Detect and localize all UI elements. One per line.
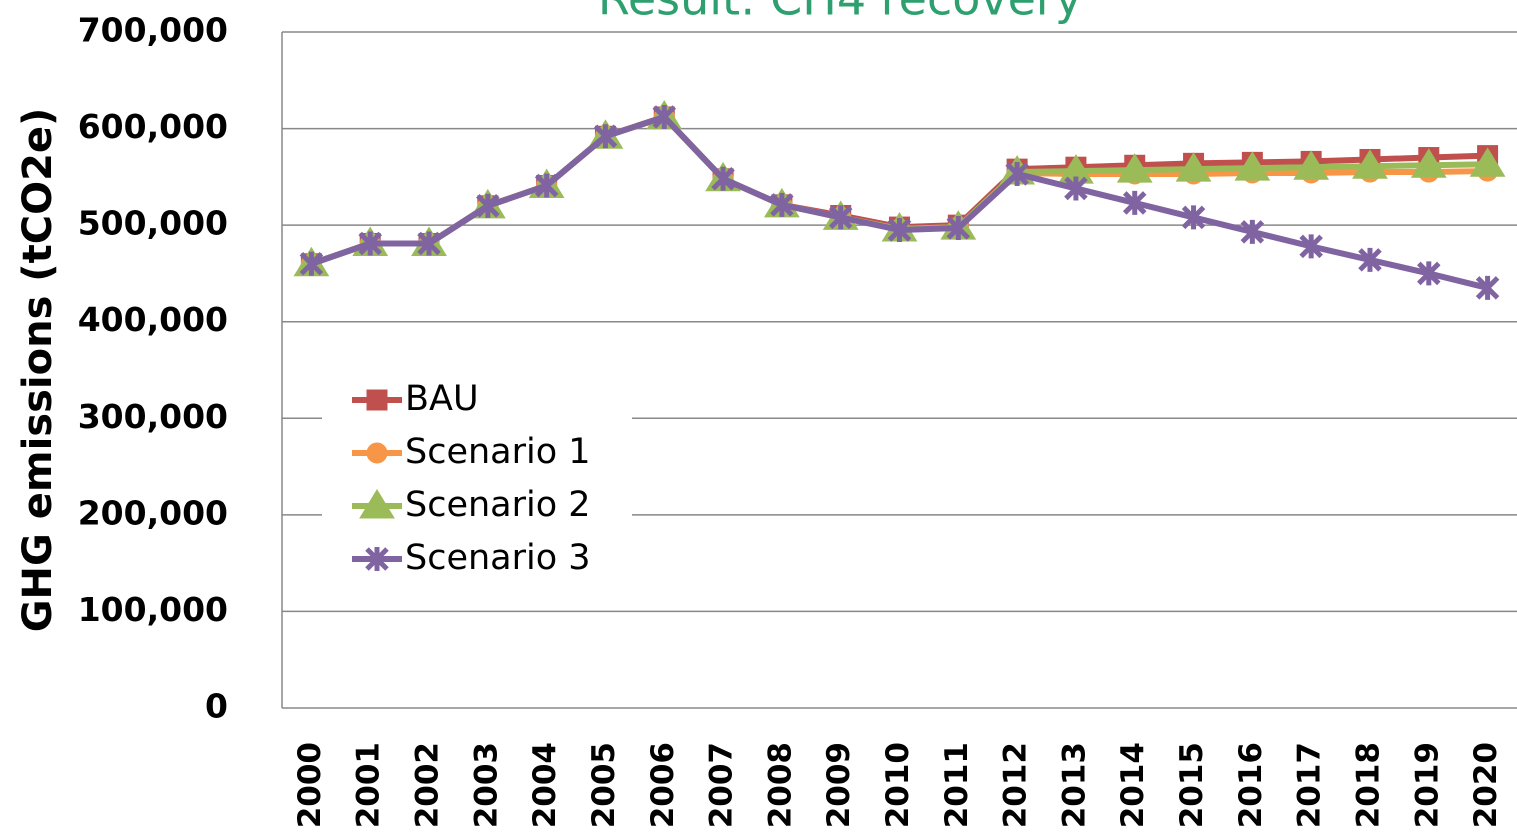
x-tick-label: 2015: [1174, 742, 1210, 828]
y-axis-label: GHG emissions (tCO2e): [15, 108, 61, 633]
x-tick-label: 2016: [1233, 742, 1269, 828]
x-tick-label: 2009: [821, 742, 857, 828]
marker: [1064, 176, 1088, 201]
marker: [711, 166, 735, 191]
marker: [366, 442, 388, 464]
marker: [1469, 147, 1506, 177]
legend-label: Scenario 3: [405, 538, 591, 578]
marker: [887, 217, 912, 242]
x-tick-label: 2003: [468, 742, 504, 828]
y-tick-label: 400,000: [78, 300, 228, 339]
x-tick-label: 2014: [1115, 742, 1151, 828]
legend-label: Scenario 1: [405, 432, 591, 472]
x-tick-label: 2008: [762, 742, 798, 828]
marker: [828, 205, 853, 230]
marker: [1116, 153, 1153, 183]
x-tick-label: 2000: [292, 742, 328, 828]
y-tick-label: 200,000: [78, 493, 228, 532]
x-tick-label: 2019: [1409, 742, 1445, 828]
y-tick-label: 600,000: [78, 107, 228, 146]
x-tick-label: 2007: [704, 742, 740, 828]
x-tick-label: 2001: [351, 742, 387, 828]
x-tick-label: 2002: [410, 742, 446, 828]
x-tick-label: 2017: [1292, 742, 1328, 828]
legend-label: BAU: [405, 379, 479, 419]
x-tick-label: 2013: [1056, 742, 1092, 828]
marker: [770, 192, 794, 217]
marker: [1410, 148, 1447, 178]
x-tick-label: 2010: [880, 742, 916, 828]
x-tick-label: 2006: [645, 742, 681, 828]
chart-title: Result: CH4 recovery: [598, 0, 1082, 26]
marker: [1352, 149, 1388, 179]
marker: [359, 489, 395, 519]
marker: [1475, 275, 1500, 300]
marker: [1181, 205, 1206, 230]
x-tick-label: 2005: [586, 742, 622, 828]
marker: [1122, 190, 1147, 215]
x-tick-label: 2004: [527, 742, 563, 828]
x-tick-label: 2012: [998, 742, 1034, 828]
y-tick-label: 300,000: [78, 397, 228, 436]
y-tick-label: 700,000: [78, 11, 228, 50]
x-tick-label: 2020: [1468, 742, 1504, 828]
legend-label: Scenario 2: [405, 485, 591, 525]
marker: [1358, 247, 1382, 272]
y-tick-label: 100,000: [78, 590, 228, 629]
marker: [946, 216, 971, 241]
marker: [652, 104, 677, 129]
y-tick-label: 500,000: [78, 204, 228, 243]
x-tick-label: 2018: [1350, 742, 1386, 828]
marker: [299, 251, 324, 276]
marker: [366, 389, 388, 411]
marker: [417, 231, 441, 256]
marker: [1299, 234, 1323, 259]
legend: BAU Scenario 1 Scenario 2 Scenario 3: [322, 372, 632, 582]
marker: [1234, 151, 1271, 181]
marker: [358, 231, 382, 256]
marker: [1240, 219, 1265, 244]
x-tick-label: 2011: [939, 742, 975, 828]
marker: [476, 193, 500, 218]
marker: [1417, 261, 1441, 286]
marker: [534, 173, 559, 198]
marker: [1293, 150, 1330, 180]
marker: [593, 124, 618, 149]
marker: [1175, 152, 1212, 182]
marker: [1005, 161, 1029, 186]
y-tick-label: 0: [205, 687, 228, 726]
marker: [365, 547, 389, 571]
